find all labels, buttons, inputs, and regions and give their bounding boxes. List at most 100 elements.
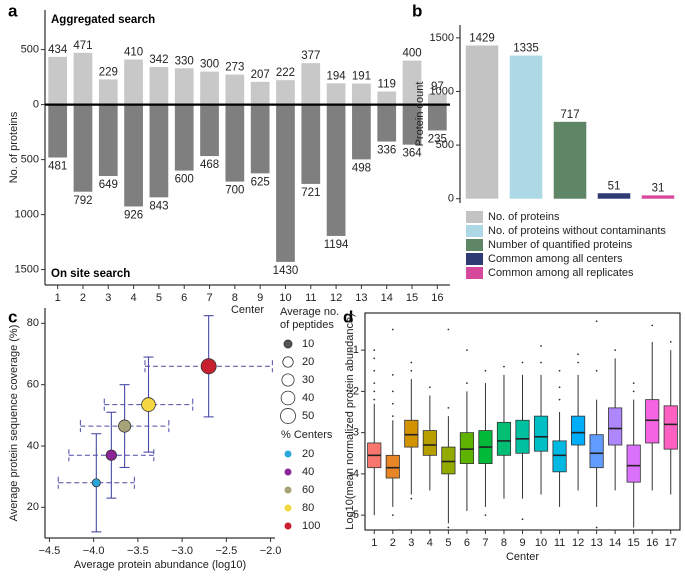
value-label: 1335 xyxy=(513,43,539,55)
value-label: 222 xyxy=(276,67,295,79)
value-label: 792 xyxy=(73,195,92,207)
legend-swatch xyxy=(466,239,483,251)
value-label: 498 xyxy=(352,162,371,174)
bar xyxy=(200,104,219,157)
value-label: 400 xyxy=(402,48,421,60)
outlier xyxy=(391,514,394,517)
value-label: 119 xyxy=(378,79,396,91)
color-legend-label: 100 xyxy=(302,520,320,532)
outlier xyxy=(669,340,672,343)
x-tick-label: 4 xyxy=(131,292,137,304)
value-label: 235 xyxy=(428,133,447,145)
value-label: 600 xyxy=(175,174,194,186)
box xyxy=(589,434,604,469)
x-tick-label: 9 xyxy=(257,292,263,304)
legend-label: No. of proteins xyxy=(488,211,560,223)
value-label: 229 xyxy=(99,66,118,78)
y-tick-label: 500 xyxy=(21,44,39,56)
value-label: 273 xyxy=(225,62,244,74)
box xyxy=(441,446,456,475)
bar xyxy=(352,83,371,105)
outlier xyxy=(391,390,394,393)
value-label: 97 xyxy=(431,81,444,93)
x-tick-label: 7 xyxy=(206,292,212,304)
bar xyxy=(465,45,499,199)
value-label: 721 xyxy=(301,187,320,199)
bar xyxy=(326,104,346,236)
size-legend-label: 50 xyxy=(302,410,314,422)
x-tick-label: 16 xyxy=(431,292,443,304)
box xyxy=(571,415,586,446)
outlier xyxy=(373,382,376,385)
box xyxy=(515,419,530,454)
legend-swatch xyxy=(466,211,483,223)
outlier xyxy=(373,369,376,372)
value-label: 700 xyxy=(225,185,244,197)
outlier xyxy=(595,320,598,323)
bar xyxy=(402,104,422,145)
value-label: 434 xyxy=(48,44,68,56)
x-tick-label: 17 xyxy=(665,537,677,549)
outlier xyxy=(373,390,376,393)
value-label: 843 xyxy=(149,200,168,212)
x-tick-label: 13 xyxy=(590,537,602,549)
outlier xyxy=(558,369,561,372)
x-tick-label: 11 xyxy=(554,537,565,549)
x-axis-label: Center xyxy=(231,304,264,316)
x-tick-label: −3.5 xyxy=(127,545,149,557)
outlier xyxy=(595,526,598,529)
value-label: 364 xyxy=(402,148,422,160)
color-legend-key xyxy=(284,522,292,530)
series-label: Aggregated search xyxy=(51,14,155,26)
size-legend-key xyxy=(280,390,296,406)
color-legend-key xyxy=(284,468,292,476)
outlier xyxy=(391,415,394,418)
value-label: 410 xyxy=(124,47,143,59)
color-legend-label: 20 xyxy=(302,448,314,460)
outlier xyxy=(632,382,635,385)
x-tick-label: 13 xyxy=(355,292,367,304)
bar xyxy=(48,56,68,105)
value-label: 481 xyxy=(48,161,67,173)
value-label: 31 xyxy=(652,182,665,194)
bar xyxy=(98,104,118,176)
y-tick-label: -3 xyxy=(349,427,359,439)
x-tick-label: −2.5 xyxy=(215,545,237,557)
value-label: 471 xyxy=(73,40,92,52)
bar xyxy=(377,104,397,142)
y-tick-label: 0 xyxy=(448,193,454,205)
x-tick-label: 10 xyxy=(535,537,547,549)
outlier xyxy=(503,365,505,368)
x-tick-label: 8 xyxy=(501,537,507,549)
x-tick-label: 8 xyxy=(232,292,238,304)
box xyxy=(663,405,678,450)
bar xyxy=(149,104,169,198)
size-legend-key xyxy=(281,373,295,387)
legend-label: Number of quantified proteins xyxy=(488,239,633,251)
point xyxy=(105,449,117,461)
x-tick-label: 2 xyxy=(80,292,86,304)
color-legend-key xyxy=(284,504,292,512)
value-label: 377 xyxy=(301,50,320,62)
bar xyxy=(427,93,447,105)
bar xyxy=(225,74,245,105)
x-tick-label: 6 xyxy=(181,292,187,304)
y-tick-label: 500 xyxy=(21,154,39,166)
outlier xyxy=(632,390,635,393)
bar xyxy=(597,193,631,199)
outlier xyxy=(595,369,598,372)
size-legend-label: 10 xyxy=(302,338,314,350)
outlier xyxy=(521,361,524,364)
outlier xyxy=(521,518,524,521)
color-legend-label: 40 xyxy=(302,466,314,478)
bar xyxy=(73,52,93,105)
x-axis-label: Average protein abundance (log10) xyxy=(74,559,246,571)
x-tick-label: 11 xyxy=(305,292,316,304)
outlier xyxy=(558,386,561,389)
bar xyxy=(124,59,143,105)
box xyxy=(608,407,623,446)
outlier xyxy=(428,386,431,389)
x-tick-label: −2.0 xyxy=(260,545,282,557)
bar xyxy=(352,104,371,160)
outlier xyxy=(466,382,468,385)
